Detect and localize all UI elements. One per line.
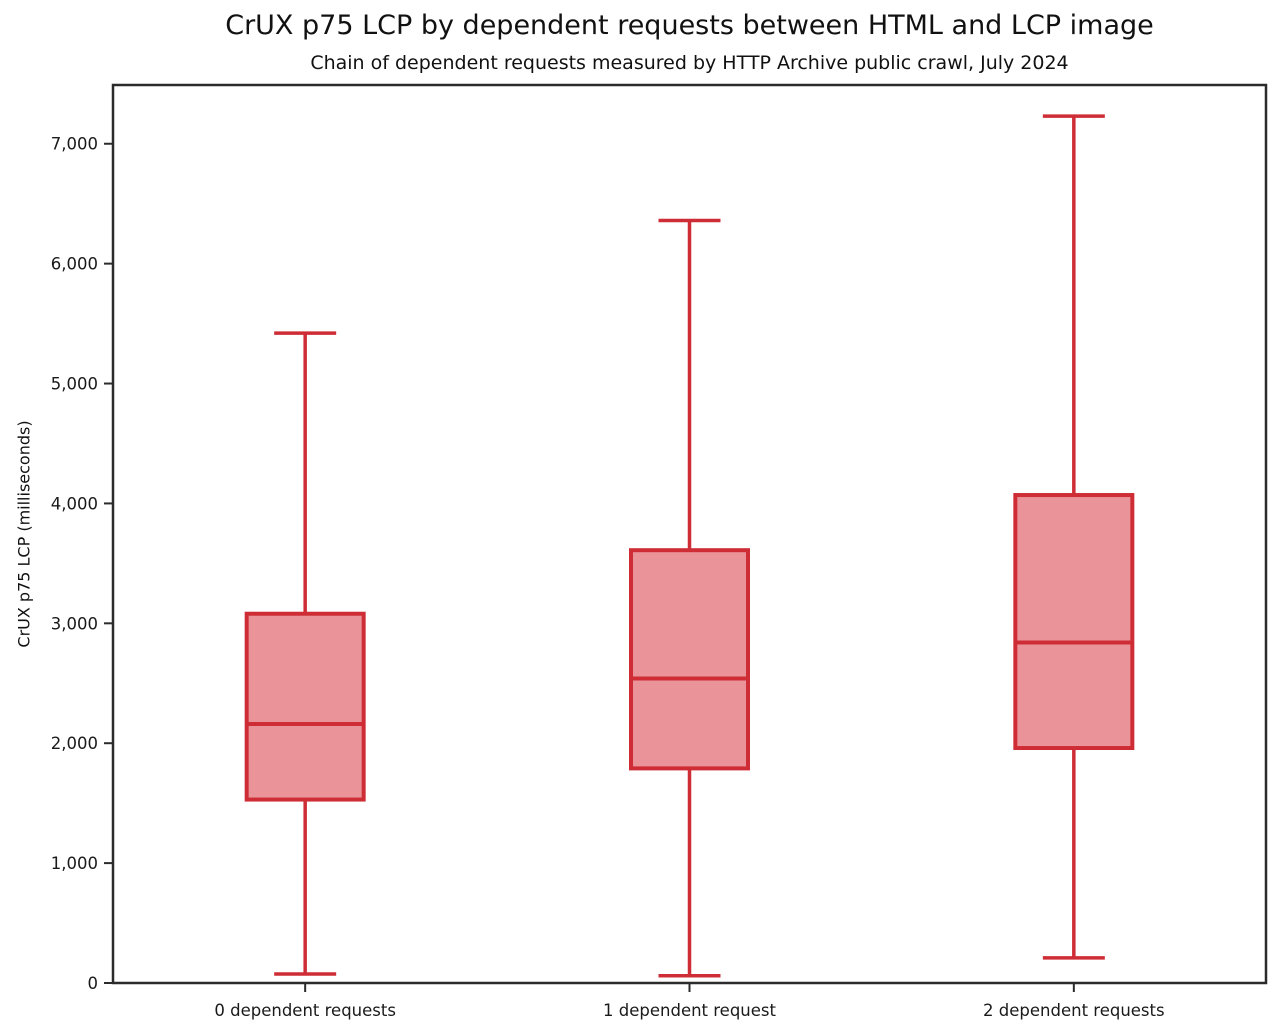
y-tick-label: 1,000	[51, 854, 98, 873]
chart-title: CrUX p75 LCP by dependent requests betwe…	[225, 10, 1154, 41]
y-tick-label: 6,000	[51, 255, 98, 274]
iqr-box	[1013, 493, 1135, 751]
y-tick-label: 4,000	[51, 494, 98, 513]
x-tick-label: 1 dependent request	[603, 1001, 776, 1020]
iqr-box	[629, 548, 750, 771]
y-tick-label: 5,000	[51, 375, 98, 394]
chart-subtitle: Chain of dependent requests measured by …	[310, 52, 1069, 74]
y-tick-label: 7,000	[51, 135, 98, 154]
iqr-box	[244, 611, 366, 802]
y-tick-label: 2,000	[51, 734, 98, 753]
x-tick-label: 2 dependent requests	[983, 1001, 1165, 1020]
y-tick-label: 0	[88, 974, 99, 993]
y-tick-label: 3,000	[51, 614, 98, 633]
x-tick-label: 0 dependent requests	[214, 1001, 396, 1020]
